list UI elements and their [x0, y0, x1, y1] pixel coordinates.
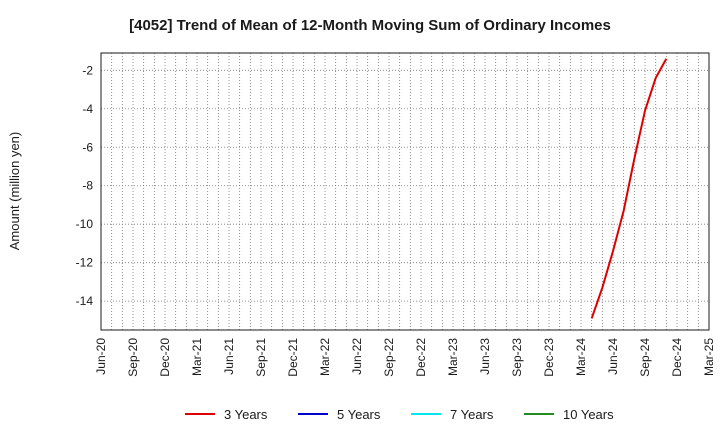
legend-label: 7 Years	[450, 407, 494, 422]
y-tick-label: -6	[82, 140, 93, 154]
x-tick-label: Jun-20	[94, 338, 108, 375]
y-tick-label: -14	[76, 294, 94, 308]
x-tick-label: Sep-22	[382, 338, 396, 377]
x-tick-label: Jun-21	[222, 338, 236, 375]
legend-label: 10 Years	[563, 407, 614, 422]
series-line	[590, 58, 668, 319]
y-tick-label: -4	[82, 102, 93, 116]
x-tick-label: Jun-24	[606, 338, 620, 375]
y-axis-ticks: -2 -4 -6 -8 -10 -12 -14	[76, 63, 94, 308]
x-tick-label: Dec-23	[542, 338, 556, 377]
x-tick-label: Mar-24	[574, 338, 588, 376]
x-tick-label: Sep-24	[638, 338, 652, 377]
x-tick-label: Mar-22	[318, 338, 332, 376]
legend: 3 Years 5 Years 7 Years 10 Years	[185, 407, 614, 422]
x-tick-label: Dec-20	[158, 338, 172, 377]
plot-area	[100, 52, 710, 331]
y-axis-label: Amount (million yen)	[7, 132, 22, 251]
x-tick-label: Dec-24	[670, 338, 684, 377]
legend-label: 3 Years	[224, 407, 268, 422]
y-tick-label: -2	[82, 63, 93, 77]
y-tick-label: -12	[76, 256, 94, 270]
x-tick-label: Mar-21	[190, 338, 204, 376]
x-axis-ticks: Jun-20 Sep-20 Dec-20 Mar-21 Jun-21 Sep-21 Dec-…	[94, 338, 716, 377]
legend-label: 5 Years	[337, 407, 381, 422]
y-tick-label: -10	[76, 217, 94, 231]
x-tick-label: Sep-20	[126, 338, 140, 377]
x-tick-label: Dec-21	[286, 338, 300, 377]
grid	[100, 53, 710, 330]
x-tick-label: Sep-23	[510, 338, 524, 377]
x-tick-label: Sep-21	[254, 338, 268, 377]
x-tick-label: Dec-22	[414, 338, 428, 377]
x-tick-label: Jun-22	[350, 338, 364, 375]
y-tick-label: -8	[82, 179, 93, 193]
x-tick-label: Jun-23	[478, 338, 492, 375]
x-tick-label: Mar-23	[446, 338, 460, 376]
chart-title: [4052] Trend of Mean of 12-Month Moving …	[129, 17, 611, 34]
x-tick-label: Mar-25	[702, 338, 716, 376]
series-layer	[590, 58, 668, 319]
